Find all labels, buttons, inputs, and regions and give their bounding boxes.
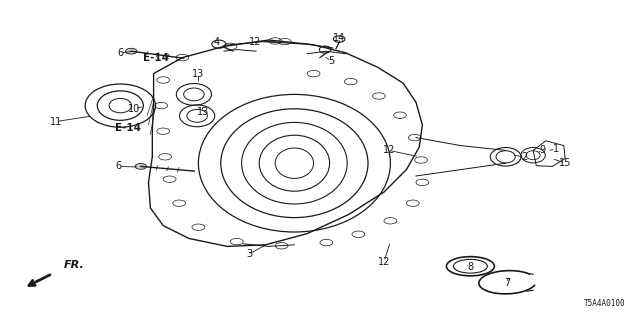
Circle shape — [135, 164, 147, 169]
Text: 3: 3 — [246, 249, 253, 260]
Circle shape — [125, 48, 137, 54]
Text: 13: 13 — [197, 107, 210, 117]
Text: E-14: E-14 — [115, 123, 141, 133]
Text: 7: 7 — [504, 278, 510, 288]
Text: 8: 8 — [467, 262, 474, 272]
Text: 12: 12 — [248, 36, 261, 47]
Text: 1: 1 — [552, 144, 559, 154]
Text: E-14: E-14 — [143, 52, 168, 63]
Text: 15: 15 — [559, 158, 572, 168]
Text: 2: 2 — [522, 152, 528, 162]
Text: 10: 10 — [128, 104, 141, 114]
Text: 4: 4 — [213, 36, 220, 47]
Text: 9: 9 — [540, 145, 546, 156]
Text: FR.: FR. — [64, 260, 84, 270]
Text: 11: 11 — [49, 116, 62, 127]
Text: 5: 5 — [328, 56, 335, 66]
Text: 14: 14 — [333, 33, 346, 43]
Text: T5A4A0100: T5A4A0100 — [584, 299, 626, 308]
Text: 12: 12 — [378, 257, 390, 267]
Text: 13: 13 — [192, 68, 205, 79]
Text: 6: 6 — [115, 161, 122, 172]
Text: 12: 12 — [383, 145, 396, 156]
Text: 6: 6 — [117, 48, 124, 58]
